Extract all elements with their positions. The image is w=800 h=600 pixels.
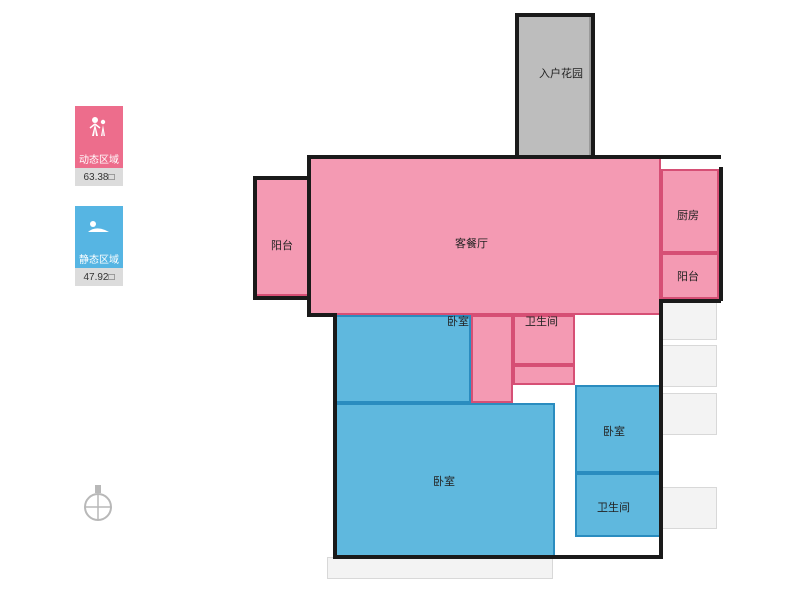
exterior-slab xyxy=(661,345,717,387)
legend-dynamic: 动态区域 63.38□ xyxy=(75,106,123,186)
legend-static: 静态区域 47.92□ xyxy=(75,206,123,286)
room-label-balcony-right: 阳台 xyxy=(677,268,699,284)
room-label-entry-garden: 入户花园 xyxy=(539,65,583,81)
outer-wall xyxy=(307,155,311,317)
legend-dynamic-label: 动态区域 xyxy=(75,148,123,168)
room-label-toilet-bottom: 卫生间 xyxy=(597,499,630,515)
legend-static-label: 静态区域 xyxy=(75,248,123,268)
room-label-bedroom-top: 卧室 xyxy=(447,313,469,329)
rest-icon xyxy=(75,206,123,248)
compass-icon xyxy=(82,485,114,523)
people-icon xyxy=(75,106,123,148)
outer-wall xyxy=(333,555,557,559)
outer-wall xyxy=(333,313,337,559)
room-label-bedroom-main: 卧室 xyxy=(433,473,455,489)
room-corridor xyxy=(471,315,513,403)
legend-static-value: 47.92□ xyxy=(75,268,123,286)
room-label-balcony-left: 阳台 xyxy=(271,237,293,253)
outer-wall xyxy=(515,13,593,17)
room-label-living-dining: 客餐厅 xyxy=(455,235,488,251)
exterior-slab xyxy=(661,393,717,435)
outer-wall xyxy=(253,176,309,180)
outer-wall xyxy=(591,13,595,157)
floorplan: 入户花园客餐厅阳台厨房阳台卧室卫生间卧室卧室卫生间 xyxy=(255,15,735,575)
room-label-bedroom-right: 卧室 xyxy=(603,423,625,439)
legend-dynamic-value: 63.38□ xyxy=(75,168,123,186)
room-entry-garden xyxy=(517,15,591,157)
exterior-slab xyxy=(661,487,717,529)
outer-wall xyxy=(659,299,721,303)
outer-wall xyxy=(515,13,519,157)
outer-wall xyxy=(307,313,335,317)
room-label-kitchen: 厨房 xyxy=(677,207,699,223)
outer-wall xyxy=(253,176,257,298)
outer-wall xyxy=(659,299,663,539)
outer-wall xyxy=(555,555,663,559)
outer-wall xyxy=(719,167,723,301)
room-label-toilet-top: 卫生间 xyxy=(525,313,558,329)
exterior-slab xyxy=(661,298,717,340)
outer-wall xyxy=(659,535,663,559)
room-corridor2 xyxy=(513,365,575,385)
exterior-slab xyxy=(327,557,553,579)
outer-wall xyxy=(253,296,309,300)
outer-wall xyxy=(307,155,721,159)
